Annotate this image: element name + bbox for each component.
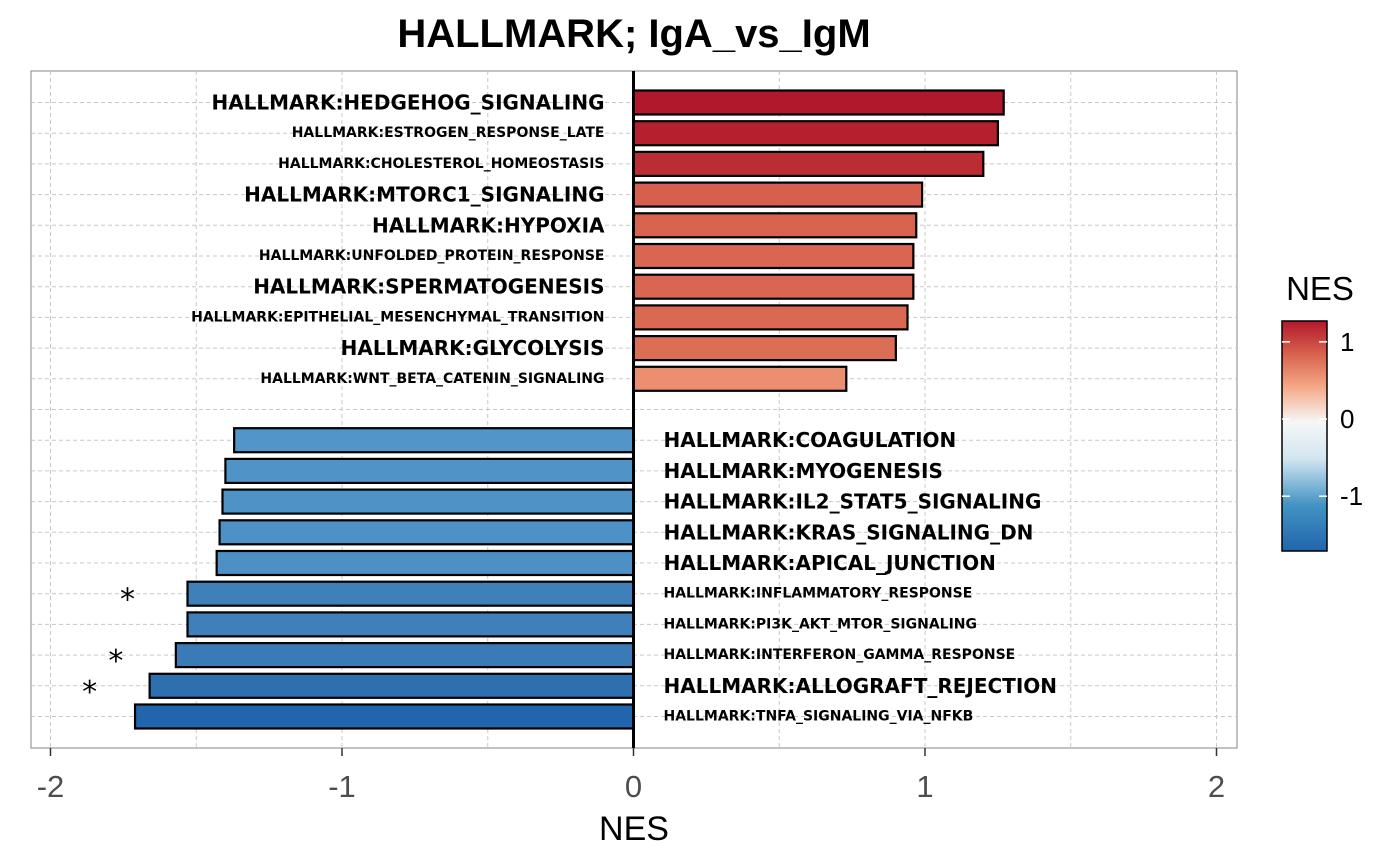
bar — [632, 150, 985, 177]
bar — [218, 519, 635, 546]
bar — [632, 89, 1005, 116]
pathway-label: HALLMARK:INFLAMMATORY_RESPONSE — [664, 586, 973, 602]
bar — [133, 703, 635, 730]
x-axis: -2 -1 0 1 2 — [37, 748, 1225, 804]
bar — [215, 549, 635, 577]
pathway-label: HALLMARK:APICAL_JUNCTION — [664, 551, 996, 575]
bar — [186, 580, 635, 607]
significance-marker: * — [120, 583, 135, 618]
pathway-label: HALLMARK:COAGULATION — [664, 428, 957, 452]
pathway-label: HALLMARK:CHOLESTEROL_HOMEOSTASIS — [278, 156, 604, 172]
x-tick-label: 1 — [916, 769, 933, 804]
x-tick-label: 0 — [625, 769, 642, 804]
legend-tick-label: 1 — [1340, 327, 1354, 357]
pathway-label: HALLMARK:IL2_STAT5_SIGNALING — [664, 490, 1042, 514]
pathway-label: HALLMARK:WNT_BETA_CATENIN_SIGNALING — [260, 371, 604, 387]
pathway-label: HALLMARK:EPITHELIAL_MESENCHYMAL_TRANSITI… — [191, 309, 604, 325]
bar — [632, 181, 924, 208]
bar — [221, 488, 635, 515]
legend-colorbar — [1281, 320, 1328, 552]
bar — [632, 242, 915, 270]
bar — [632, 304, 909, 331]
x-axis-title: NES — [599, 810, 669, 848]
legend: NES 1 0 -1 — [1281, 270, 1363, 552]
pathway-label: HALLMARK:KRAS_SIGNALING_DN — [664, 520, 1034, 544]
chart-title: HALLMARK; IgA_vs_IgM — [397, 12, 870, 56]
bar — [632, 273, 915, 300]
pathway-label: HALLMARK:MTORC1_SIGNALING — [244, 183, 604, 207]
bar — [148, 672, 635, 699]
pathway-label: HALLMARK:UNFOLDED_PROTEIN_RESPONSE — [259, 248, 605, 264]
legend-ticks: 1 0 -1 — [1282, 327, 1363, 511]
pathway-label: HALLMARK:ESTROGEN_RESPONSE_LATE — [292, 125, 605, 141]
significance-marker: * — [108, 644, 123, 679]
pathway-label: HALLMARK:TNFA_SIGNALING_VIA_NFKB — [664, 709, 974, 725]
pathway-label: HALLMARK:PI3K_AKT_MTOR_SIGNALING — [664, 616, 978, 632]
x-tick-label: -2 — [37, 769, 65, 804]
bar — [632, 365, 848, 392]
bar — [233, 427, 635, 454]
bar — [224, 457, 635, 484]
pathway-label: HALLMARK:ALLOGRAFT_REJECTION — [664, 674, 1058, 698]
pathway-label: HALLMARK:SPERMATOGENESIS — [253, 275, 604, 299]
bar — [186, 611, 635, 638]
bar — [174, 641, 635, 669]
pathway-label: HALLMARK:HEDGEHOG_SIGNALING — [211, 91, 604, 115]
bar — [632, 212, 918, 239]
legend-tick-label: -1 — [1340, 481, 1363, 511]
pathway-labels: HALLMARK:HEDGEHOG_SIGNALING HALLMARK:ESTR… — [191, 91, 1057, 725]
legend-tick-label: 0 — [1340, 404, 1354, 434]
x-tick-label: 2 — [1208, 769, 1225, 804]
pathway-label: HALLMARK:INTERFERON_GAMMA_RESPONSE — [664, 647, 1016, 663]
significance-marker: * — [82, 675, 97, 710]
legend-title: NES — [1286, 270, 1354, 307]
pathway-label: HALLMARK:GLYCOLYSIS — [341, 336, 605, 360]
x-tick-label: -1 — [328, 769, 356, 804]
pathway-label: HALLMARK:HYPOXIA — [372, 213, 605, 237]
bars — [133, 89, 1005, 730]
significance-markers: * * * — [82, 583, 135, 710]
bar — [632, 335, 897, 362]
pathway-label: HALLMARK:MYOGENESIS — [664, 459, 943, 483]
bar — [632, 120, 999, 147]
